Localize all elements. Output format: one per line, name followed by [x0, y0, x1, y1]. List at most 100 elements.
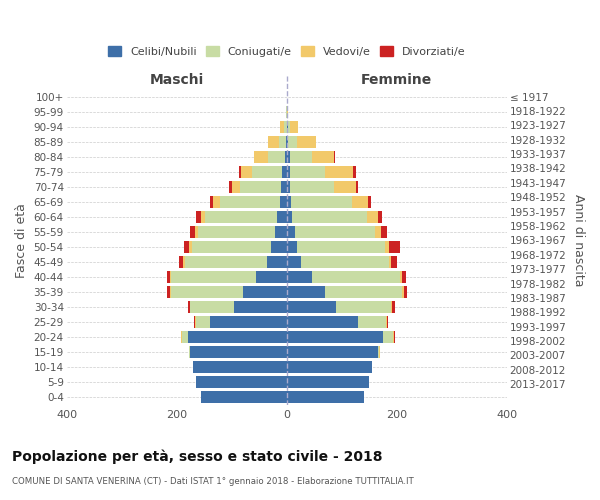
Bar — [288, 121, 290, 134]
Bar — [325, 166, 353, 178]
Bar — [179, 256, 183, 268]
Bar — [184, 241, 190, 254]
Bar — [191, 241, 271, 254]
Bar — [194, 316, 195, 328]
Bar — [167, 271, 170, 283]
Legend: Celibi/Nubili, Coniugati/e, Vedovi/e, Divorziati/e: Celibi/Nubili, Coniugati/e, Vedovi/e, Di… — [103, 42, 470, 62]
Bar — [385, 241, 389, 254]
Bar — [279, 136, 286, 148]
Bar — [377, 346, 379, 358]
Text: COMUNE DI SANTA VENERINA (CT) - Dati ISTAT 1° gennaio 2018 - Elaborazione TUTTIT: COMUNE DI SANTA VENERINA (CT) - Dati IST… — [12, 478, 414, 486]
Bar — [171, 286, 243, 298]
Text: Popolazione per età, sesso e stato civile - 2018: Popolazione per età, sesso e stato civil… — [12, 450, 383, 464]
Bar — [201, 211, 205, 224]
Bar — [296, 136, 316, 148]
Bar — [196, 226, 197, 238]
Bar — [188, 301, 190, 313]
Bar — [220, 196, 280, 208]
Bar — [170, 271, 171, 283]
Bar — [287, 181, 290, 194]
Bar — [286, 136, 287, 148]
Bar — [400, 271, 402, 283]
Bar — [389, 256, 391, 268]
Bar — [268, 136, 279, 148]
Bar — [311, 151, 334, 164]
Bar — [295, 226, 375, 238]
Bar — [243, 286, 287, 298]
Bar — [287, 166, 290, 178]
Bar — [287, 151, 290, 164]
Bar — [202, 391, 287, 403]
Bar — [287, 196, 291, 208]
Bar — [190, 226, 196, 238]
Text: Femmine: Femmine — [361, 73, 433, 87]
Bar — [196, 211, 201, 224]
Bar — [193, 361, 287, 373]
Bar — [190, 346, 287, 358]
Bar — [287, 301, 336, 313]
Bar — [287, 211, 292, 224]
Bar — [391, 301, 392, 313]
Bar — [353, 166, 356, 178]
Bar — [197, 226, 275, 238]
Bar — [182, 331, 188, 343]
Bar — [280, 196, 287, 208]
Bar — [287, 286, 325, 298]
Bar — [167, 286, 170, 298]
Bar — [185, 256, 268, 268]
Bar — [171, 271, 256, 283]
Bar — [287, 346, 377, 358]
Bar — [183, 256, 185, 268]
Bar — [311, 271, 400, 283]
Bar — [367, 211, 377, 224]
Bar — [196, 376, 287, 388]
Bar — [210, 196, 213, 208]
Bar — [195, 316, 196, 328]
Bar — [271, 241, 287, 254]
Bar — [292, 211, 367, 224]
Bar — [287, 316, 358, 328]
Bar — [275, 226, 287, 238]
Bar — [334, 181, 356, 194]
Bar — [387, 316, 388, 328]
Bar — [358, 316, 386, 328]
Bar — [252, 166, 283, 178]
Bar — [289, 136, 296, 148]
Bar — [181, 331, 182, 343]
Bar — [336, 301, 391, 313]
Bar — [287, 376, 370, 388]
Bar — [287, 226, 295, 238]
Bar — [284, 151, 287, 164]
Bar — [196, 316, 209, 328]
Bar — [290, 166, 325, 178]
Y-axis label: Anni di nascita: Anni di nascita — [572, 194, 585, 286]
Bar — [301, 256, 389, 268]
Bar — [368, 196, 371, 208]
Bar — [268, 256, 287, 268]
Bar — [287, 256, 301, 268]
Bar — [280, 121, 284, 134]
Bar — [188, 331, 287, 343]
Bar — [389, 241, 400, 254]
Bar — [290, 121, 298, 134]
Bar — [239, 166, 241, 178]
Bar — [325, 286, 403, 298]
Bar — [240, 181, 281, 194]
Bar — [334, 151, 335, 164]
Bar — [393, 331, 394, 343]
Bar — [213, 196, 220, 208]
Bar — [287, 361, 372, 373]
Bar — [241, 166, 252, 178]
Bar — [254, 151, 268, 164]
Bar — [190, 241, 191, 254]
Bar — [287, 121, 288, 134]
Bar — [287, 391, 364, 403]
Bar — [287, 331, 383, 343]
Bar — [382, 226, 387, 238]
Bar — [281, 181, 287, 194]
Bar — [375, 226, 382, 238]
Bar — [268, 151, 284, 164]
Bar — [404, 286, 407, 298]
Y-axis label: Fasce di età: Fasce di età — [15, 203, 28, 278]
Bar — [291, 196, 352, 208]
